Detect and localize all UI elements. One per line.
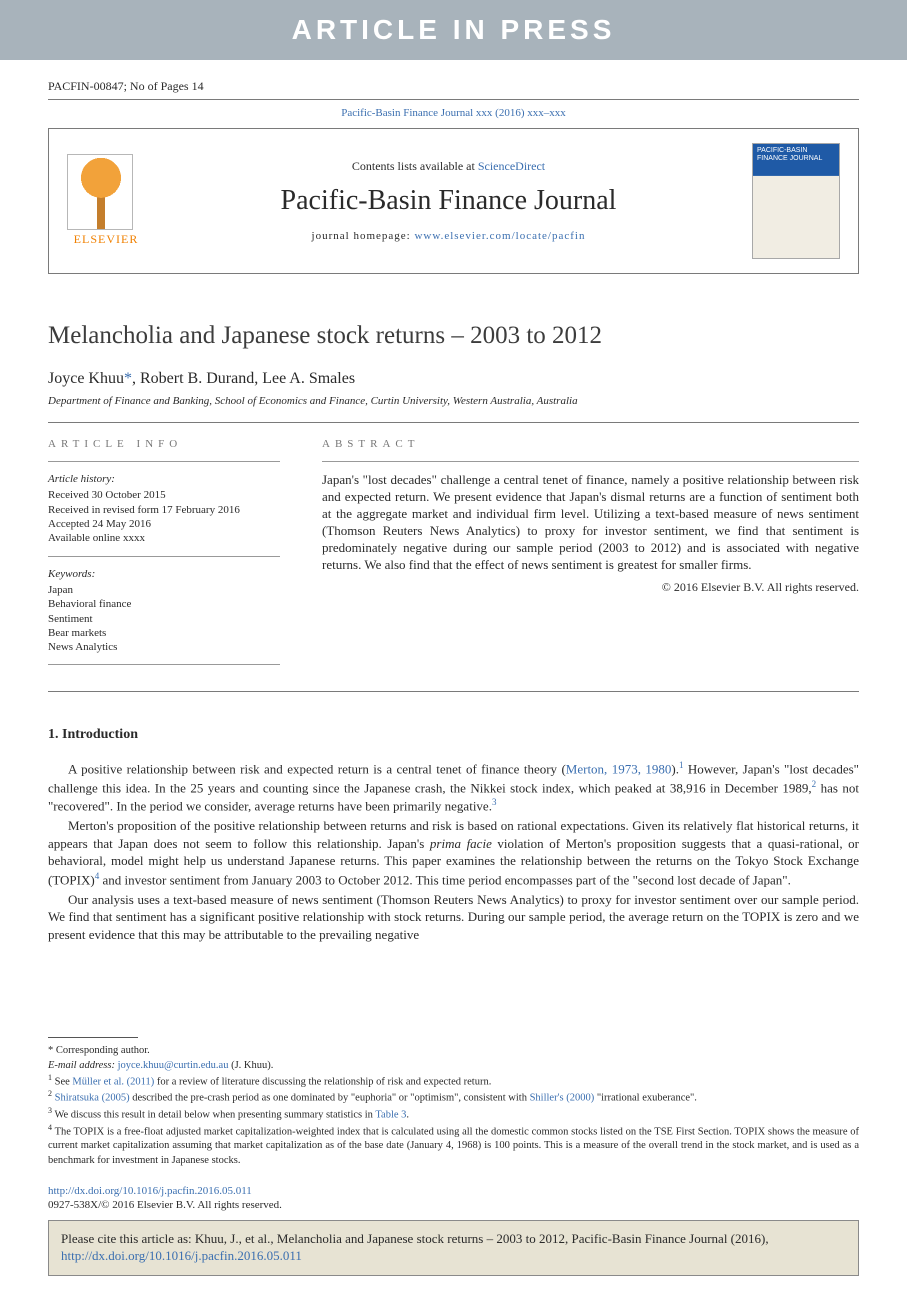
contents-pre: Contents lists available at bbox=[352, 159, 478, 173]
footnotes: * Corresponding author. E-mail address: … bbox=[48, 1037, 859, 1167]
author-3: Lee A. Smales bbox=[262, 370, 355, 387]
affiliation: Department of Finance and Banking, Schoo… bbox=[48, 394, 859, 408]
history-accepted: Accepted 24 May 2016 bbox=[48, 517, 280, 531]
paragraph-1: A positive relationship between risk and… bbox=[48, 759, 859, 816]
text: The TOPIX is a free-float adjusted marke… bbox=[48, 1126, 859, 1165]
journal-name: Pacific-Basin Finance Journal bbox=[167, 183, 730, 219]
contents-line: Contents lists available at ScienceDirec… bbox=[167, 159, 730, 175]
author-1: Joyce Khuu bbox=[48, 370, 124, 387]
fn-marker: 4 bbox=[48, 1123, 52, 1132]
ref-link[interactable]: Shiratsuka (2005) bbox=[55, 1093, 130, 1104]
ref-link[interactable]: Shiller's (2000) bbox=[530, 1093, 595, 1104]
paragraph-2: Merton's proposition of the positive rel… bbox=[48, 817, 859, 889]
abstract-copyright: © 2016 Elsevier B.V. All rights reserved… bbox=[322, 580, 859, 596]
divider bbox=[48, 461, 280, 462]
corresponding-mark[interactable]: * bbox=[124, 370, 132, 387]
divider bbox=[48, 556, 280, 557]
authors: Joyce Khuu*, Robert B. Durand, Lee A. Sm… bbox=[48, 369, 859, 390]
text: "irrational exuberance". bbox=[594, 1093, 697, 1104]
elsevier-logo: ELSEVIER bbox=[67, 154, 145, 248]
divider bbox=[48, 99, 859, 100]
divider bbox=[322, 461, 859, 462]
fn-marker: 2 bbox=[48, 1089, 52, 1098]
footnote-ref-3[interactable]: 3 bbox=[492, 797, 497, 807]
divider bbox=[48, 691, 859, 692]
footnote-3: 3 We discuss this result in detail below… bbox=[48, 1106, 859, 1123]
text: We discuss this result in detail below w… bbox=[54, 1110, 375, 1121]
abstract-column: abstract Japan's "lost decades" challeng… bbox=[322, 437, 859, 676]
history-revised: Received in revised form 17 February 201… bbox=[48, 503, 280, 517]
abstract-head: abstract bbox=[322, 437, 859, 451]
keyword: Behavioral finance bbox=[48, 597, 280, 611]
table-link[interactable]: Table 3 bbox=[375, 1110, 406, 1121]
footnote-2: 2 Shiratsuka (2005) described the pre-cr… bbox=[48, 1089, 859, 1106]
cite-doi-link[interactable]: http://dx.doi.org/10.1016/j.pacfin.2016.… bbox=[61, 1248, 302, 1263]
homepage-line: journal homepage: www.elsevier.com/locat… bbox=[167, 229, 730, 243]
doi-link[interactable]: http://dx.doi.org/10.1016/j.pacfin.2016.… bbox=[48, 1185, 252, 1197]
history-online: Available online xxxx bbox=[48, 531, 280, 545]
section-heading: 1. Introduction bbox=[48, 726, 859, 744]
locator-text: Pacific-Basin Finance Journal xxx (2016)… bbox=[341, 107, 566, 119]
footnote-separator bbox=[48, 1037, 138, 1038]
footnote-4: 4 The TOPIX is a free-float adjusted mar… bbox=[48, 1123, 859, 1168]
article-info-head: article info bbox=[48, 437, 280, 451]
homepage-url[interactable]: www.elsevier.com/locate/pacfin bbox=[414, 230, 585, 242]
divider bbox=[48, 664, 280, 665]
keywords-label: Keywords: bbox=[48, 567, 280, 581]
email-label: E-mail address: bbox=[48, 1060, 115, 1071]
journal-cover-thumb bbox=[752, 143, 840, 259]
paragraph-3: Our analysis uses a text-based measure o… bbox=[48, 891, 859, 944]
footnote-1: 1 See Müller et al. (2011) for a review … bbox=[48, 1073, 859, 1090]
cite-text: Please cite this article as: Khuu, J., e… bbox=[61, 1231, 769, 1246]
text: See bbox=[55, 1076, 73, 1087]
footnote-email: E-mail address: joyce.khuu@curtin.edu.au… bbox=[48, 1059, 859, 1073]
ref-link[interactable]: Müller et al. (2011) bbox=[72, 1076, 154, 1087]
text: A positive relationship between risk and… bbox=[68, 761, 566, 776]
email-link[interactable]: joyce.khuu@curtin.edu.au bbox=[118, 1060, 229, 1071]
keyword: News Analytics bbox=[48, 640, 280, 654]
text: . bbox=[406, 1110, 409, 1121]
article-in-press-banner: ARTICLE IN PRESS bbox=[0, 0, 907, 60]
text: described the pre-crash period as one do… bbox=[130, 1093, 530, 1104]
homepage-label: journal homepage: bbox=[312, 230, 415, 242]
elsevier-text: ELSEVIER bbox=[67, 232, 145, 248]
info-abstract-row: article info Article history: Received 3… bbox=[48, 437, 859, 676]
article-info-column: article info Article history: Received 3… bbox=[48, 437, 280, 676]
citation-box: Please cite this article as: Khuu, J., e… bbox=[48, 1220, 859, 1276]
sciencedirect-link[interactable]: ScienceDirect bbox=[478, 159, 545, 173]
fn-marker: 1 bbox=[48, 1073, 52, 1082]
author-2: Robert B. Durand bbox=[140, 370, 254, 387]
header-center: Contents lists available at ScienceDirec… bbox=[167, 159, 730, 243]
document-id: PACFIN-00847; No of Pages 14 bbox=[48, 76, 859, 97]
history-received: Received 30 October 2015 bbox=[48, 488, 280, 502]
journal-header-box: ELSEVIER Contents lists available at Sci… bbox=[48, 128, 859, 274]
section-introduction: 1. Introduction A positive relationship … bbox=[48, 726, 859, 943]
divider bbox=[48, 422, 859, 423]
ref-link-merton[interactable]: Merton, 1973, 1980 bbox=[566, 761, 672, 776]
history-label: Article history: bbox=[48, 472, 280, 486]
email-who: (J. Khuu). bbox=[231, 1060, 273, 1071]
issn-copyright: 0927-538X/© 2016 Elsevier B.V. All right… bbox=[48, 1198, 859, 1212]
fn-marker: 3 bbox=[48, 1106, 52, 1115]
locator-line: Pacific-Basin Finance Journal xxx (2016)… bbox=[48, 102, 859, 128]
keyword: Sentiment bbox=[48, 612, 280, 626]
text: and investor sentiment from January 2003… bbox=[99, 872, 791, 887]
doi-block: http://dx.doi.org/10.1016/j.pacfin.2016.… bbox=[48, 1184, 859, 1213]
footnote-corresponding: * Corresponding author. bbox=[48, 1044, 859, 1058]
elsevier-tree-icon bbox=[67, 154, 133, 230]
text: ). bbox=[671, 761, 679, 776]
italic-text: prima facie bbox=[430, 836, 492, 851]
article-title: Melancholia and Japanese stock returns –… bbox=[48, 320, 859, 353]
keyword: Bear markets bbox=[48, 626, 280, 640]
keyword: Japan bbox=[48, 583, 280, 597]
abstract-text: Japan's "lost decades" challenge a centr… bbox=[322, 472, 859, 573]
text: for a review of literature discussing th… bbox=[154, 1076, 491, 1087]
page-content: PACFIN-00847; No of Pages 14 Pacific-Bas… bbox=[0, 60, 907, 1300]
